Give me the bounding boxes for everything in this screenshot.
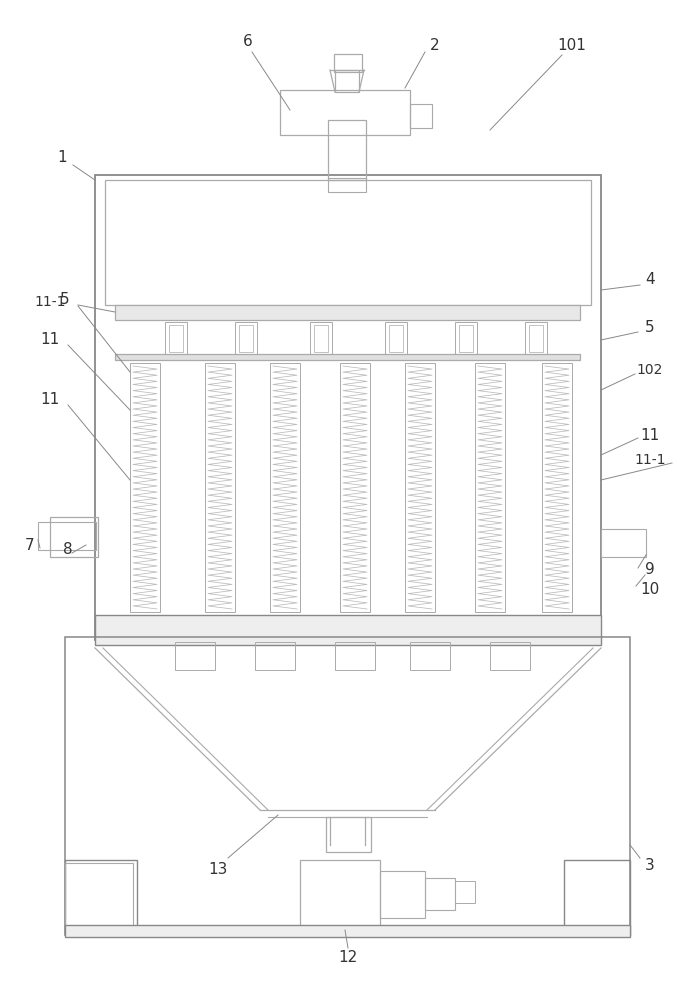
Text: 11-1: 11-1 <box>634 453 666 467</box>
Bar <box>205 363 235 612</box>
Bar <box>340 363 370 612</box>
Bar <box>525 322 547 355</box>
Bar <box>105 180 591 305</box>
Bar <box>65 860 137 935</box>
Bar <box>328 120 366 180</box>
Bar <box>235 322 257 355</box>
Bar <box>239 325 253 352</box>
Bar <box>65 637 630 935</box>
Text: 11: 11 <box>40 392 60 408</box>
Bar <box>335 642 375 670</box>
Bar <box>326 817 371 852</box>
Bar <box>115 354 580 360</box>
Bar <box>50 517 98 557</box>
Bar <box>328 178 366 192</box>
Bar <box>300 860 380 930</box>
Text: 5: 5 <box>60 292 70 308</box>
Bar <box>529 325 543 352</box>
Bar <box>542 363 572 612</box>
Bar <box>95 615 601 645</box>
Bar <box>175 642 215 670</box>
Bar <box>601 529 646 557</box>
Text: 5: 5 <box>645 320 655 336</box>
Bar <box>389 325 403 352</box>
Bar <box>380 871 425 918</box>
Text: 11: 11 <box>40 332 60 348</box>
Text: 1: 1 <box>57 150 67 165</box>
Bar <box>65 925 630 937</box>
Text: 102: 102 <box>637 363 663 377</box>
Bar <box>490 642 530 670</box>
Bar <box>270 363 300 612</box>
Text: 8: 8 <box>63 542 73 558</box>
Bar <box>410 104 432 128</box>
Text: 3: 3 <box>645 857 655 872</box>
Text: 13: 13 <box>208 862 228 878</box>
Text: 11: 11 <box>641 428 659 442</box>
Text: 6: 6 <box>243 34 253 49</box>
Bar <box>425 878 455 910</box>
Bar <box>310 322 332 355</box>
Bar <box>459 325 473 352</box>
Text: 10: 10 <box>641 582 659 597</box>
Bar <box>65 863 133 935</box>
Bar <box>410 642 450 670</box>
Bar <box>255 642 295 670</box>
Text: 7: 7 <box>25 538 35 552</box>
Bar <box>335 70 359 92</box>
Text: 11-1: 11-1 <box>34 295 66 309</box>
Bar <box>130 363 160 612</box>
Bar <box>334 54 362 72</box>
Text: 101: 101 <box>557 37 586 52</box>
Text: 9: 9 <box>645 562 655 578</box>
Text: 2: 2 <box>430 37 440 52</box>
Bar <box>95 175 601 640</box>
Bar <box>169 325 183 352</box>
Bar <box>475 363 505 612</box>
Bar <box>385 322 407 355</box>
Bar <box>165 322 187 355</box>
Bar <box>38 522 96 550</box>
Bar <box>115 305 580 320</box>
Bar <box>405 363 435 612</box>
Bar <box>455 322 477 355</box>
Text: 12: 12 <box>339 950 357 966</box>
Bar <box>280 90 410 135</box>
Bar <box>564 860 630 935</box>
Bar <box>314 325 328 352</box>
Text: 4: 4 <box>645 272 655 288</box>
Bar <box>455 881 475 903</box>
